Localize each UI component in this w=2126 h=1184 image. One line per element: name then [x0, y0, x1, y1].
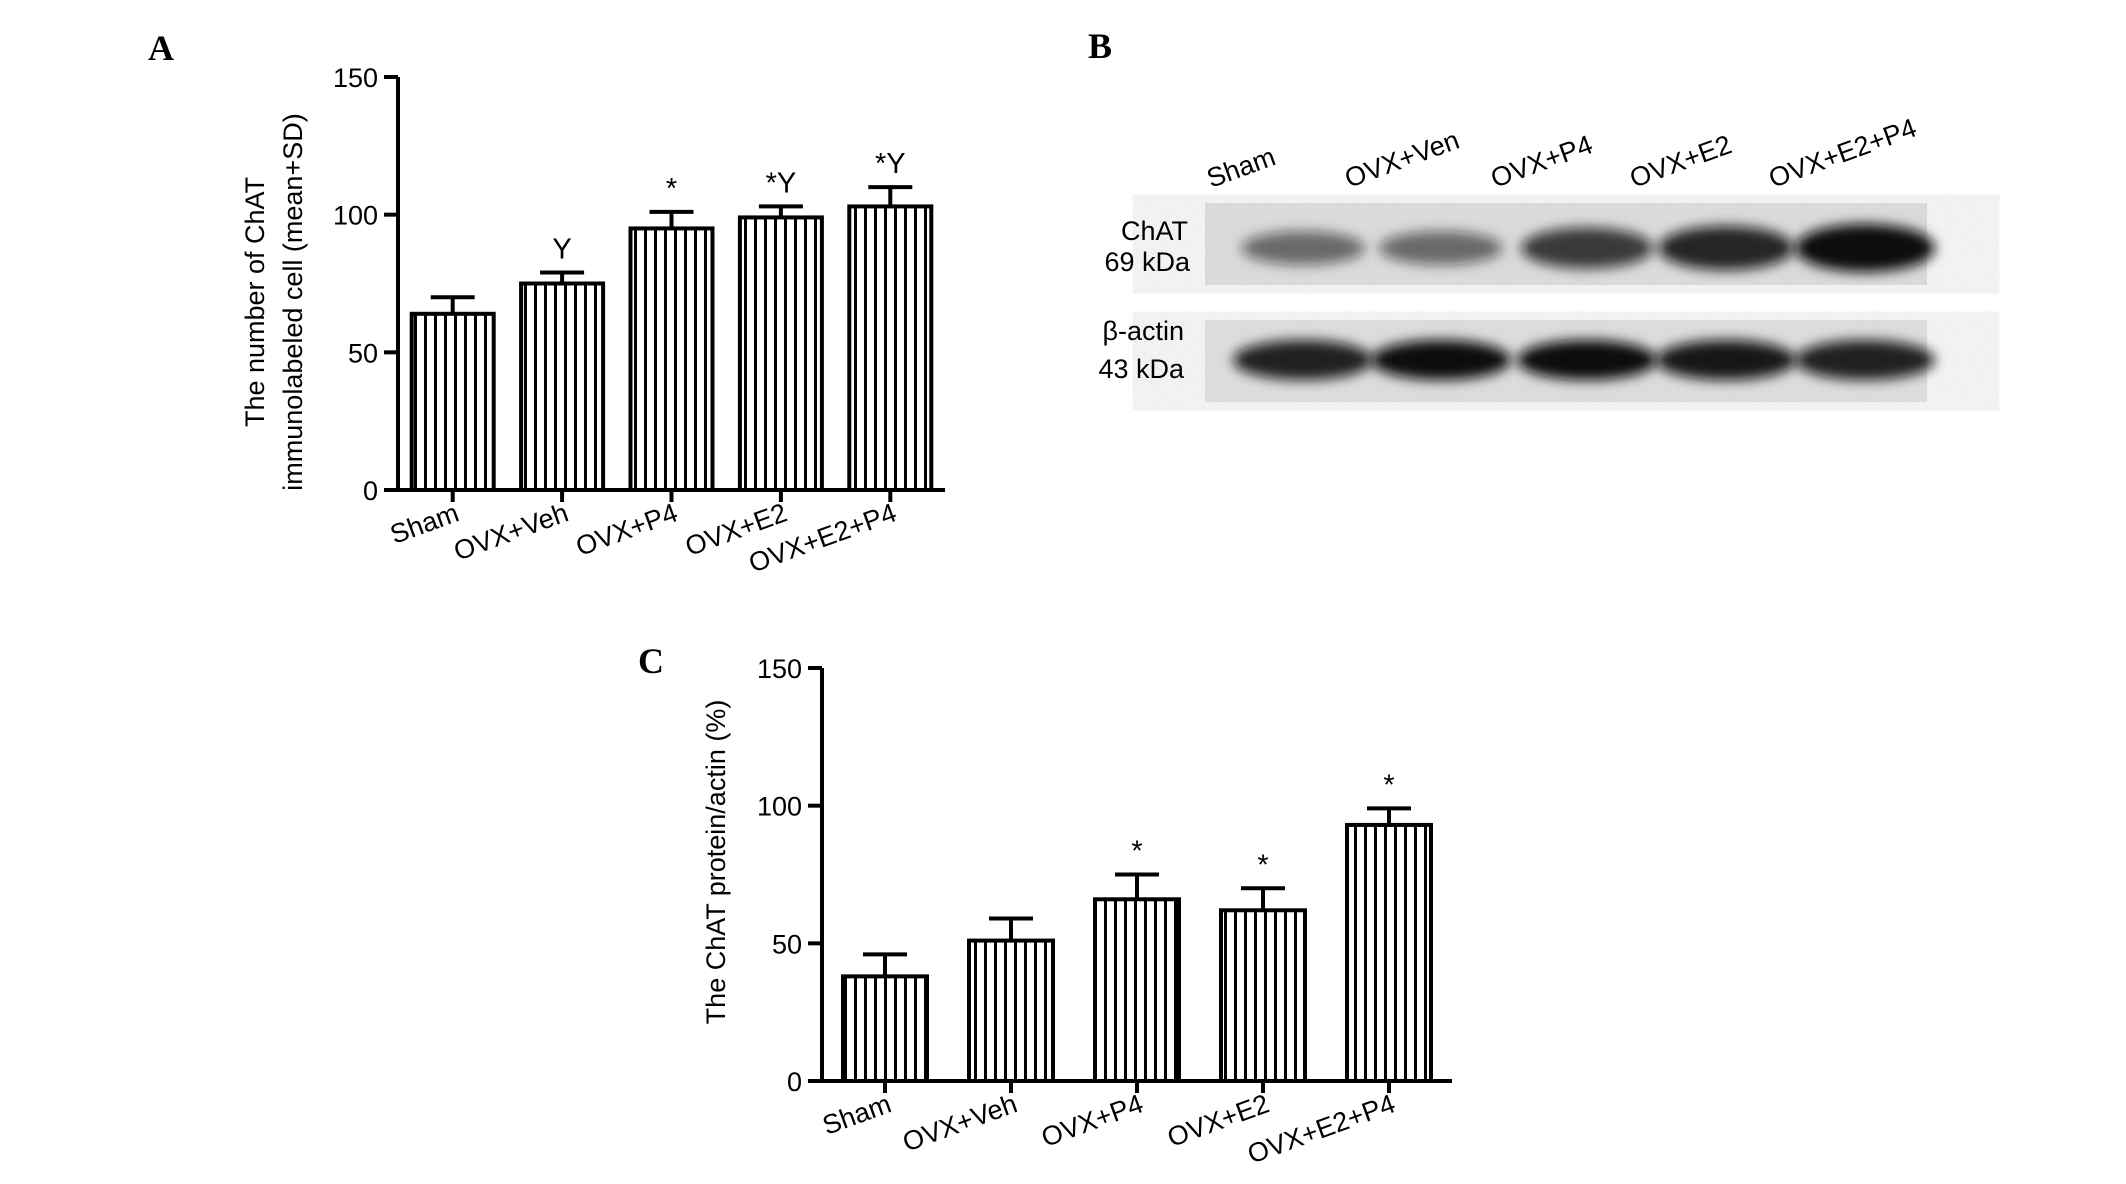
chat-band-label: ChAT — [1121, 216, 1188, 246]
lane-label: OVX+P4 — [1487, 129, 1597, 193]
actin-band — [1656, 340, 1796, 380]
actin-kda-label: 43 kDa — [1098, 354, 1185, 384]
chart-c-bar — [1219, 908, 1307, 1083]
actin-band — [1233, 340, 1373, 380]
chat-band — [1795, 224, 1935, 272]
chart-c-significance-mark: * — [1383, 769, 1394, 801]
chart-c-category-label: Sham — [818, 1088, 895, 1140]
chart-a-bar — [628, 226, 715, 493]
chart-a-ytick-label: 150 — [333, 63, 378, 93]
actin-band — [1371, 340, 1511, 380]
chart-a-ytick-label: 100 — [333, 201, 378, 231]
lane-label: OVX+Ven — [1341, 125, 1463, 194]
chart-c-ytick-label: 50 — [772, 929, 802, 959]
chart-a-ylabel-line1: The number of ChAT — [240, 177, 270, 427]
chart-a-ytick-label: 50 — [348, 338, 378, 368]
chat-band — [1658, 225, 1794, 271]
chat-kda-label: 69 kDa — [1104, 247, 1191, 277]
chart-a: The number of ChAT immunolabeled cell (m… — [240, 63, 945, 579]
lane-label: Sham — [1203, 141, 1280, 193]
chart-a-bar — [737, 215, 824, 492]
chart-c-ytick-label: 150 — [757, 654, 802, 684]
lane-label: OVX+E2+P4 — [1765, 113, 1921, 194]
chart-c-significance-mark: * — [1131, 836, 1142, 868]
chart-a-bar — [847, 204, 934, 492]
chart-a-significance-mark: *Y — [766, 167, 797, 199]
chart-c: The ChAT protein/actin (%) 0 50 100 150 Sham… — [701, 654, 1452, 1170]
chart-a-significance-mark: Y — [552, 233, 571, 265]
chart-a-category-label: OVX+P4 — [572, 497, 682, 561]
chart-c-bar — [1345, 822, 1433, 1083]
chart-c-bar — [841, 974, 929, 1084]
lane-label: OVX+E2 — [1626, 129, 1736, 193]
chart-c-category-label: OVX+Veh — [899, 1088, 1021, 1157]
chart-a-bar — [409, 311, 496, 492]
chart-a-bar — [519, 281, 606, 492]
chart-c-significance-mark: * — [1257, 849, 1268, 881]
chart-c-bar — [1093, 897, 1181, 1084]
chart-c-ytick-label: 100 — [757, 792, 802, 822]
chart-a-ylabel-line2: immunolabeled cell (mean+SD) — [278, 113, 308, 490]
panel-label-a: A — [148, 28, 174, 68]
chart-a-significance-mark: *Y — [875, 148, 906, 180]
chart-a-significance-mark: * — [666, 173, 677, 205]
actin-band — [1795, 340, 1935, 380]
panel-label-c: C — [638, 641, 664, 681]
chart-c-ytick-label: 0 — [787, 1067, 802, 1097]
chart-c-bar — [967, 938, 1055, 1084]
chart-a-ytick-label: 0 — [363, 476, 378, 506]
actin-band-label: β-actin — [1102, 316, 1184, 346]
chat-band — [1520, 227, 1654, 269]
western-blot: Sham OVX+Ven OVX+P4 OVX+E2 OVX+E2+P4 ChAT 69… — [1098, 113, 1935, 402]
chart-a-category-label: OVX+Veh — [450, 497, 572, 566]
chart-c-category-label: OVX+P4 — [1037, 1088, 1147, 1152]
panel-label-b: B — [1088, 26, 1112, 66]
chart-c-ylabel: The ChAT protein/actin (%) — [701, 700, 731, 1025]
chat-band — [1379, 231, 1503, 265]
chat-band — [1241, 231, 1365, 265]
actin-band — [1517, 340, 1657, 380]
